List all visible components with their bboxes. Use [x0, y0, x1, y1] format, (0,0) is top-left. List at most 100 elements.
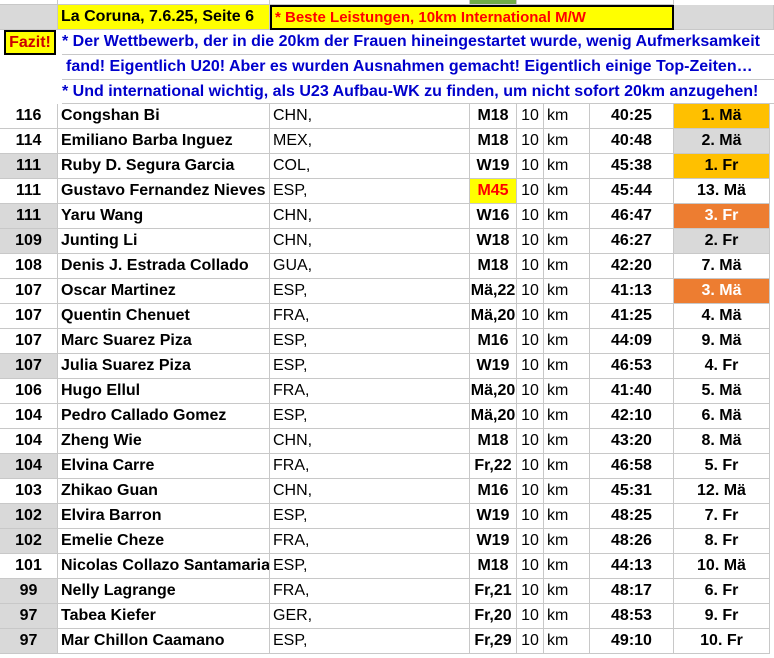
distance-cell[interactable]: 10	[517, 129, 544, 154]
class-cell[interactable]: M45	[470, 179, 517, 204]
unit-cell[interactable]: km	[544, 504, 590, 529]
class-cell[interactable]: Fr,22	[470, 454, 517, 479]
score-cell[interactable]: 111	[0, 154, 58, 179]
class-cell[interactable]: W19	[470, 154, 517, 179]
unit-cell[interactable]: km	[544, 179, 590, 204]
time-cell[interactable]: 46:58	[590, 454, 674, 479]
unit-cell[interactable]: km	[544, 254, 590, 279]
time-cell[interactable]: 40:48	[590, 129, 674, 154]
score-cell[interactable]: 104	[0, 429, 58, 454]
top-strip-cell[interactable]	[517, 0, 674, 5]
rank-cell[interactable]: 3. Mä	[674, 279, 770, 304]
class-cell[interactable]: W19	[470, 504, 517, 529]
top-strip-cell[interactable]	[0, 0, 58, 5]
distance-cell[interactable]: 10	[517, 529, 544, 554]
time-cell[interactable]: 40:25	[590, 104, 674, 129]
class-cell[interactable]: W19	[470, 529, 517, 554]
rank-cell[interactable]: 7. Mä	[674, 254, 770, 279]
rank-cell[interactable]: 4. Fr	[674, 354, 770, 379]
nation-cell[interactable]: CHN,	[270, 204, 470, 229]
distance-cell[interactable]: 10	[517, 404, 544, 429]
rank-cell[interactable]: 1. Fr	[674, 154, 770, 179]
distance-cell[interactable]: 10	[517, 329, 544, 354]
unit-cell[interactable]: km	[544, 429, 590, 454]
time-cell[interactable]: 42:20	[590, 254, 674, 279]
top-strip-cell[interactable]	[58, 0, 270, 5]
class-cell[interactable]: M18	[470, 254, 517, 279]
header-subtitle[interactable]: * Beste Leistungen, 10km International M…	[270, 5, 674, 30]
nation-cell[interactable]: ESP,	[270, 504, 470, 529]
athlete-name-cell[interactable]: Elvira Barron	[58, 504, 270, 529]
nation-cell[interactable]: GER,	[270, 604, 470, 629]
rank-cell[interactable]: 8. Mä	[674, 429, 770, 454]
athlete-name-cell[interactable]: Nelly Lagrange	[58, 579, 270, 604]
distance-cell[interactable]: 10	[517, 579, 544, 604]
score-cell[interactable]: 111	[0, 204, 58, 229]
fazit-line-2[interactable]: fand! Eigentlich U20! Aber es wurden Aus…	[62, 55, 774, 80]
unit-cell[interactable]: km	[544, 479, 590, 504]
time-cell[interactable]: 48:53	[590, 604, 674, 629]
unit-cell[interactable]: km	[544, 579, 590, 604]
distance-cell[interactable]: 10	[517, 179, 544, 204]
score-cell[interactable]: 107	[0, 354, 58, 379]
score-cell[interactable]: 114	[0, 129, 58, 154]
class-cell[interactable]: Fr,29	[470, 629, 517, 654]
score-cell[interactable]: 102	[0, 504, 58, 529]
score-cell[interactable]: 107	[0, 304, 58, 329]
fazit-line-1[interactable]: * Der Wettbewerb, der in die 20km der Fr…	[62, 30, 774, 55]
time-cell[interactable]: 45:31	[590, 479, 674, 504]
class-cell[interactable]: W19	[470, 354, 517, 379]
athlete-name-cell[interactable]: Zheng Wie	[58, 429, 270, 454]
class-cell[interactable]: Mä,20	[470, 379, 517, 404]
nation-cell[interactable]: ESP,	[270, 404, 470, 429]
athlete-name-cell[interactable]: Oscar Martinez	[58, 279, 270, 304]
time-cell[interactable]: 42:10	[590, 404, 674, 429]
score-cell[interactable]: 109	[0, 229, 58, 254]
class-cell[interactable]: Mä,20	[470, 404, 517, 429]
class-cell[interactable]: Mä,20	[470, 304, 517, 329]
fazit-label[interactable]: Fazit!	[4, 30, 56, 55]
distance-cell[interactable]: 10	[517, 304, 544, 329]
unit-cell[interactable]: km	[544, 104, 590, 129]
distance-cell[interactable]: 10	[517, 204, 544, 229]
nation-cell[interactable]: CHN,	[270, 429, 470, 454]
distance-cell[interactable]: 10	[517, 229, 544, 254]
class-cell[interactable]: Fr,20	[470, 604, 517, 629]
athlete-name-cell[interactable]: Tabea Kiefer	[58, 604, 270, 629]
athlete-name-cell[interactable]: Hugo Ellul	[58, 379, 270, 404]
header-empty-cell[interactable]	[674, 5, 774, 30]
athlete-name-cell[interactable]: Elvina Carre	[58, 454, 270, 479]
class-cell[interactable]: M18	[470, 129, 517, 154]
nation-cell[interactable]: ESP,	[270, 279, 470, 304]
rank-cell[interactable]: 13. Mä	[674, 179, 770, 204]
header-empty-cell[interactable]	[0, 5, 58, 30]
athlete-name-cell[interactable]: Congshan Bi	[58, 104, 270, 129]
class-cell[interactable]: W18	[470, 229, 517, 254]
rank-cell[interactable]: 6. Mä	[674, 404, 770, 429]
score-cell[interactable]: 97	[0, 629, 58, 654]
score-cell[interactable]: 108	[0, 254, 58, 279]
athlete-name-cell[interactable]: Emelie Cheze	[58, 529, 270, 554]
rank-cell[interactable]: 6. Fr	[674, 579, 770, 604]
unit-cell[interactable]: km	[544, 204, 590, 229]
unit-cell[interactable]: km	[544, 329, 590, 354]
unit-cell[interactable]: km	[544, 604, 590, 629]
distance-cell[interactable]: 10	[517, 454, 544, 479]
class-cell[interactable]: M16	[470, 329, 517, 354]
score-cell[interactable]: 111	[0, 179, 58, 204]
nation-cell[interactable]: ESP,	[270, 554, 470, 579]
nation-cell[interactable]: COL,	[270, 154, 470, 179]
nation-cell[interactable]: ESP,	[270, 179, 470, 204]
rank-cell[interactable]: 1. Mä	[674, 104, 770, 129]
nation-cell[interactable]: ESP,	[270, 354, 470, 379]
distance-cell[interactable]: 10	[517, 479, 544, 504]
time-cell[interactable]: 43:20	[590, 429, 674, 454]
time-cell[interactable]: 48:17	[590, 579, 674, 604]
distance-cell[interactable]: 10	[517, 154, 544, 179]
score-cell[interactable]: 107	[0, 329, 58, 354]
score-cell[interactable]: 104	[0, 404, 58, 429]
distance-cell[interactable]: 10	[517, 354, 544, 379]
rank-cell[interactable]: 3. Fr	[674, 204, 770, 229]
unit-cell[interactable]: km	[544, 454, 590, 479]
distance-cell[interactable]: 10	[517, 554, 544, 579]
